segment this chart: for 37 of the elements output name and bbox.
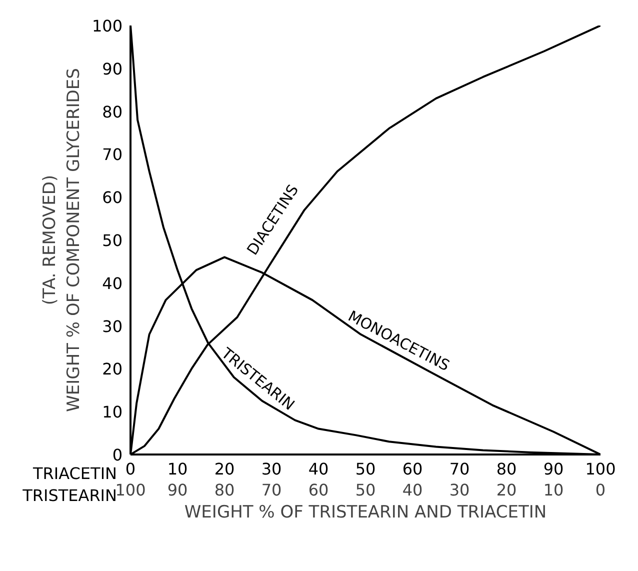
text: TRIACETIN: [32, 464, 117, 483]
y-tick-label: 60: [102, 188, 122, 208]
x-tick-label: 0: [125, 460, 136, 478]
x-tick-label: 10: [167, 460, 188, 478]
x-tick-label: 70: [449, 460, 470, 478]
text: TRISTEARIN: [22, 486, 117, 505]
y-tick-label: 50: [102, 231, 122, 250]
x-tick-label: 60: [402, 460, 423, 478]
x-tick-label: 90: [543, 460, 564, 478]
y-tick-label: 10: [102, 402, 122, 422]
x2-tick-label: 20: [496, 480, 517, 500]
x2-tick-label: 100: [115, 480, 146, 500]
y-tick-label: 20: [102, 360, 122, 379]
x-tick-label: 100: [585, 460, 616, 478]
y-axis-title: (TA. REMOVED) WEIGHT % OF COMPONENT GLYCERIDES: [40, 68, 84, 412]
y-tick-label: 80: [102, 102, 122, 122]
x2-tick-label: 60: [308, 480, 329, 500]
x2-tick-label: 80: [214, 480, 235, 500]
y-tick-label: 100: [92, 16, 123, 36]
x2-tick-label: 10: [543, 480, 564, 500]
x2-tick-label: 30: [449, 480, 470, 500]
x-tick-label: 30: [261, 460, 282, 478]
x-tick-label: 80: [496, 460, 517, 478]
x-axis-title: WEIGHT % OF TRISTEARIN AND TRIACETIN: [184, 502, 547, 522]
x2-tick-label: 40: [402, 480, 423, 500]
x2-tick-label: 0: [595, 480, 606, 500]
y-tick-label: 40: [102, 274, 122, 293]
x2-tick-label: 90: [167, 480, 188, 500]
x-tick-label: 20: [214, 460, 235, 478]
x2-tick-label: 70: [261, 480, 282, 500]
y-tick-label: 30: [102, 316, 122, 336]
y-tick-label: 70: [102, 145, 122, 164]
y-tick-label: 0: [112, 446, 123, 464]
x-tick-label: 50: [355, 460, 376, 478]
x2-tick-label: 50: [355, 480, 376, 500]
y-tick-label: 90: [102, 59, 122, 78]
x-tick-label: 40: [308, 460, 329, 478]
